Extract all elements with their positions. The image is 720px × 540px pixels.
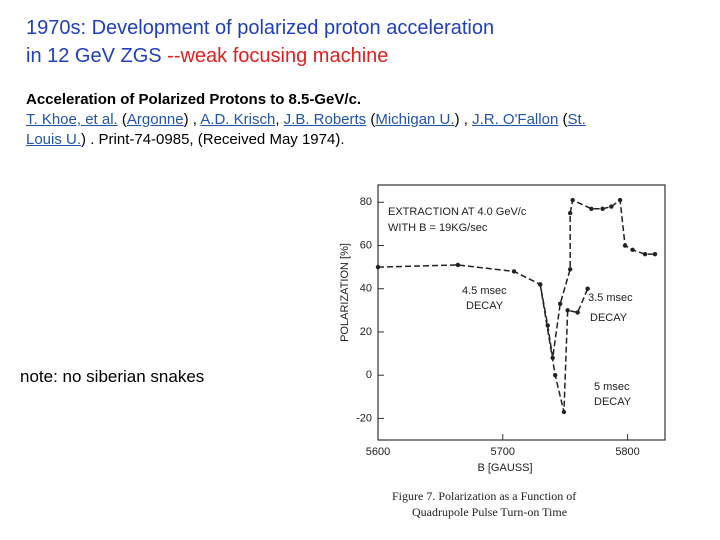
annotation: DECAY bbox=[590, 312, 628, 324]
x-axis-label: B [GAUSS] bbox=[477, 462, 532, 474]
title-part: --weak focusing machine bbox=[167, 45, 389, 67]
data-point bbox=[552, 372, 558, 378]
annotation: WITH B = 19KG/sec bbox=[388, 222, 488, 234]
title-line: in 12 GeV ZGS --weak focusing machine bbox=[26, 45, 388, 68]
data-point bbox=[600, 206, 605, 211]
data-point bbox=[622, 243, 628, 248]
author-link[interactable]: A.D. Krisch bbox=[200, 111, 276, 128]
text: ( bbox=[366, 111, 376, 128]
data-point bbox=[575, 310, 580, 315]
data-point bbox=[652, 251, 658, 257]
data-point bbox=[617, 197, 623, 203]
reference: Acceleration of Polarized Protons to 8.5… bbox=[26, 90, 606, 150]
annotation: 3.5 msec bbox=[588, 292, 633, 304]
author-link[interactable]: J.B. Roberts bbox=[283, 111, 367, 128]
data-point bbox=[567, 267, 573, 272]
text: , bbox=[275, 111, 284, 128]
title-part: in 12 GeV ZGS bbox=[26, 45, 168, 67]
reference-title: Acceleration of Polarized Protons to 8.5… bbox=[26, 91, 362, 108]
data-point bbox=[630, 247, 635, 253]
data-point bbox=[375, 264, 381, 270]
data-point bbox=[538, 282, 543, 287]
text: ) , bbox=[454, 111, 473, 128]
text: ) , bbox=[183, 111, 201, 128]
y-axis-label: POLARIZATION [%] bbox=[339, 243, 351, 342]
data-point bbox=[609, 204, 614, 209]
y-tick-label: 80 bbox=[360, 196, 372, 208]
x-tick-label: 5600 bbox=[366, 446, 390, 458]
data-point bbox=[570, 197, 575, 203]
data-point bbox=[455, 262, 461, 268]
x-tick-label: 5800 bbox=[615, 446, 639, 458]
annotation: DECAY bbox=[466, 300, 504, 312]
data-point bbox=[589, 206, 594, 211]
title-line: 1970s: Development of polarized proton a… bbox=[26, 17, 495, 39]
y-tick-label: -20 bbox=[356, 412, 372, 424]
data-point bbox=[511, 269, 517, 274]
author-link[interactable]: Michigan U. bbox=[375, 111, 455, 128]
data-line bbox=[539, 284, 589, 413]
y-tick-label: 60 bbox=[360, 239, 372, 251]
data-point bbox=[585, 286, 590, 291]
annotation: 5 msec bbox=[594, 381, 630, 393]
figure-caption: Quadrupole Pulse Turn-on Time bbox=[412, 505, 567, 519]
annotation: 4.5 msec bbox=[462, 285, 507, 297]
author-link[interactable]: St. Louis U. bbox=[26, 111, 586, 148]
data-point bbox=[642, 251, 648, 257]
y-tick-label: 40 bbox=[360, 283, 372, 295]
y-tick-label: 0 bbox=[366, 369, 372, 381]
text: ) . Print-74-0985, (Received May 1974). bbox=[81, 131, 345, 148]
annotation: DECAY bbox=[594, 396, 632, 408]
text: ( bbox=[117, 111, 127, 128]
y-tick-label: 20 bbox=[360, 326, 372, 338]
author-link[interactable]: T. Khoe, et al. bbox=[26, 111, 118, 128]
note: note: no siberian snakes bbox=[20, 367, 205, 386]
figure-caption: Figure 7. Polarization as a Function of bbox=[392, 489, 576, 503]
plot-frame bbox=[377, 184, 666, 441]
data-point bbox=[561, 409, 567, 415]
x-tick-label: 5700 bbox=[491, 446, 515, 458]
annotation: EXTRACTION AT 4.0 GeV/c bbox=[388, 206, 527, 218]
text: ( bbox=[558, 111, 568, 128]
authors: T. Khoe, et al. (Argonne) , A.D. Krisch,… bbox=[26, 111, 586, 148]
data-point bbox=[565, 308, 570, 313]
author-link[interactable]: Argonne bbox=[126, 111, 184, 128]
data-point bbox=[557, 301, 563, 307]
author-link[interactable]: J.R. O'Fallon bbox=[472, 111, 559, 128]
data-point bbox=[567, 210, 573, 216]
